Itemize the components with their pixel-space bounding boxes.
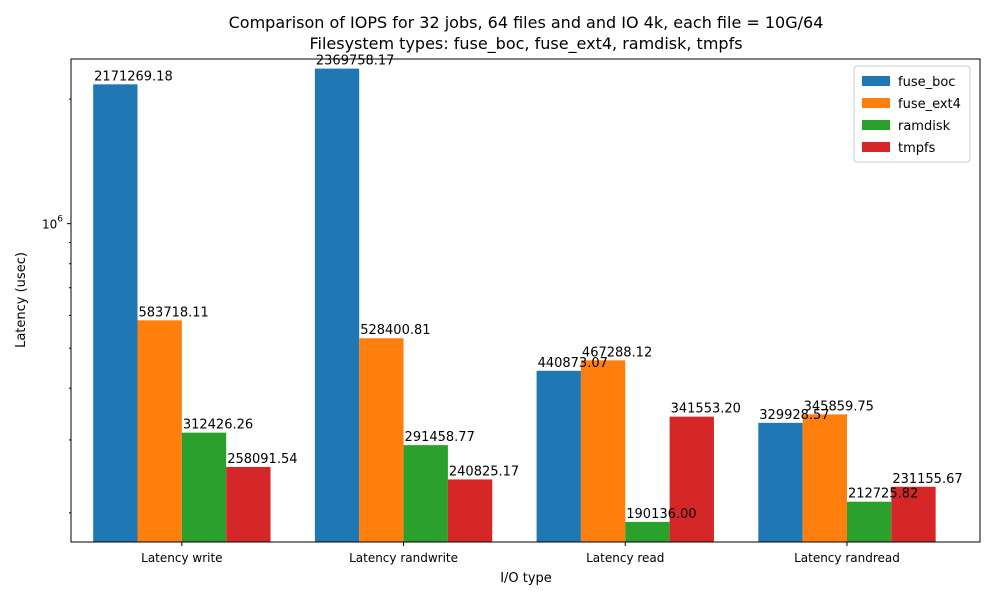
legend-swatch-fuse_ext4 xyxy=(862,98,890,108)
bar-fuse_ext4-2 xyxy=(359,338,404,542)
data-label-fuse_boc-3: 440873.07 xyxy=(538,356,608,371)
data-label-tmpfs-2: 240825.17 xyxy=(449,464,519,479)
data-label-fuse_boc-1: 2171269.18 xyxy=(94,69,173,84)
data-label-ramdisk-1: 312426.26 xyxy=(183,418,253,433)
data-label-fuse_ext4-4: 345859.75 xyxy=(804,399,874,414)
y-axis-label: Latency (usec) xyxy=(14,252,29,348)
bar-fuse_ext4-3 xyxy=(580,360,626,542)
data-label-tmpfs-3: 341553.20 xyxy=(671,402,741,417)
legend-label-fuse_ext4: fuse_ext4 xyxy=(898,97,961,112)
data-label-fuse_boc-4: 329928.57 xyxy=(759,408,829,423)
data-label-ramdisk-4: 212725.82 xyxy=(848,487,918,502)
legend-label-ramdisk: ramdisk xyxy=(898,119,951,134)
legend-box xyxy=(853,65,971,163)
plot-frame xyxy=(70,58,981,543)
legend-label-fuse_boc: fuse_boc xyxy=(898,75,955,90)
bar-ramdisk-2 xyxy=(403,445,448,542)
x-axis-label: I/O type xyxy=(500,571,552,586)
bar-ramdisk-1 xyxy=(181,432,227,542)
data-label-ramdisk-3: 190136.00 xyxy=(626,507,696,522)
bar-fuse_ext4-4 xyxy=(802,414,847,542)
data-labels-layer: 2171269.18 2369758.17 440873.07 329928.57 58… xyxy=(94,54,962,522)
chart-title: Comparison of IOPS for 32 jobs, 64 files… xyxy=(229,13,824,32)
y-tick-label: 106 xyxy=(42,215,63,232)
legend-swatch-ramdisk xyxy=(862,120,890,130)
x-tick-label: Latency read xyxy=(586,551,664,565)
bar-fuse_ext4-1 xyxy=(137,320,182,542)
x-tick-label: Latency randread xyxy=(794,551,900,565)
bar-ramdisk-4 xyxy=(846,501,892,542)
x-tick-label: Latency write xyxy=(141,551,222,565)
data-label-fuse_ext4-1: 583718.11 xyxy=(139,305,209,320)
axes-layer: Latency write Latency randwrite Latency re… xyxy=(42,58,981,565)
data-label-fuse_ext4-2: 528400.81 xyxy=(360,323,430,338)
data-label-ramdisk-2: 291458.77 xyxy=(405,430,475,445)
legend-swatch-tmpfs xyxy=(862,142,890,152)
data-label-fuse_ext4-3: 467288.12 xyxy=(582,345,652,360)
chart-subtitle: Filesystem types: fuse_boc, fuse_ext4, r… xyxy=(309,34,742,54)
data-label-tmpfs-1: 258091.54 xyxy=(227,452,297,467)
bars-layer xyxy=(93,68,936,542)
bar-tmpfs-2 xyxy=(447,479,493,542)
x-tick-label: Latency randwrite xyxy=(349,551,458,565)
data-label-fuse_boc-2: 2369758.17 xyxy=(316,54,395,69)
bar-fuse_boc-3 xyxy=(536,370,581,542)
legend-swatch-fuse_boc xyxy=(862,76,890,86)
bar-fuse_boc-4 xyxy=(758,422,803,542)
data-label-tmpfs-4: 231155.67 xyxy=(892,472,962,487)
bar-fuse_boc-1 xyxy=(93,84,138,542)
bar-tmpfs-1 xyxy=(226,466,271,542)
bar-fuse_boc-2 xyxy=(314,68,360,542)
legend-label-tmpfs: tmpfs xyxy=(898,141,936,156)
bar-tmpfs-3 xyxy=(669,416,714,542)
bar-tmpfs-4 xyxy=(891,486,936,542)
bar-ramdisk-3 xyxy=(625,521,670,542)
